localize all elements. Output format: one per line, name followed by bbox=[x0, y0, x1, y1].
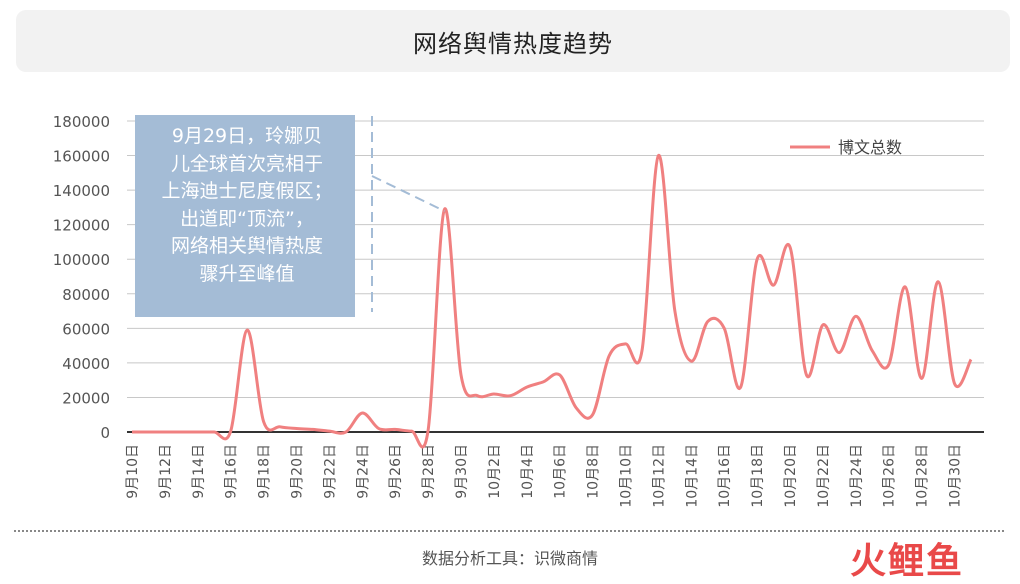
y-tick-label: 140000 bbox=[53, 182, 110, 200]
series-line bbox=[131, 154, 973, 449]
x-tick-label: 10月18日 bbox=[750, 444, 766, 508]
x-tick-label: 9月18日 bbox=[257, 444, 273, 499]
x-tick-label: 9月12日 bbox=[158, 444, 174, 499]
chart-title: 网络舆情热度趋势 bbox=[413, 29, 613, 58]
y-tick-label: 0 bbox=[100, 424, 110, 442]
x-tick-label: 10月16日 bbox=[717, 444, 733, 508]
x-tick-label: 9月28日 bbox=[421, 444, 437, 499]
x-tick-label: 10月28日 bbox=[915, 444, 931, 508]
x-tick-label: 10月8日 bbox=[586, 444, 602, 499]
legend-label: 博文总数 bbox=[838, 138, 902, 157]
title-bar: 网络舆情热度趋势 bbox=[16, 10, 1010, 72]
annotation-box: 9月29日，玲娜贝 儿全球首次亮相于 上海迪士尼度假区； 出道即“顶流”， 网络… bbox=[135, 115, 355, 317]
watermark-logo: 火鲤鱼 bbox=[850, 541, 965, 582]
annotation-line: 儿全球首次亮相于 bbox=[170, 152, 323, 175]
annotation-line: 9月29日，玲娜贝 bbox=[171, 125, 323, 147]
y-tick-label: 60000 bbox=[62, 320, 110, 338]
y-tick-label: 100000 bbox=[53, 251, 110, 269]
x-tick-label: 9月20日 bbox=[290, 444, 306, 499]
x-tick-label: 10月12日 bbox=[651, 444, 667, 508]
x-tick-label: 10月22日 bbox=[816, 444, 832, 508]
footer-divider bbox=[14, 530, 1004, 532]
x-tick-label: 10月26日 bbox=[882, 444, 898, 508]
y-tick-label: 80000 bbox=[62, 286, 110, 304]
y-tick-label: 120000 bbox=[53, 217, 110, 235]
line-chart: 0 20000 40000 60000 80000 100000 120000 140000 1… bbox=[53, 113, 984, 508]
x-tick-label: 10月30日 bbox=[948, 444, 964, 508]
x-tick-label: 10月24日 bbox=[849, 444, 865, 508]
y-tick-label: 40000 bbox=[62, 355, 110, 373]
x-tick-label: 9月26日 bbox=[388, 444, 404, 499]
annotation-line: 骤升至峰值 bbox=[199, 262, 295, 285]
y-tick-label: 20000 bbox=[62, 389, 110, 407]
x-tick-label: 10月10日 bbox=[619, 444, 635, 508]
x-tick-label: 9月16日 bbox=[224, 444, 240, 499]
x-tick-label: 9月30日 bbox=[454, 444, 470, 499]
x-tick-label: 10月4日 bbox=[520, 444, 536, 499]
x-tick-label: 9月10日 bbox=[125, 444, 141, 499]
annotation-line: 出道即“顶流”， bbox=[180, 207, 314, 230]
x-tick-label: 10月14日 bbox=[684, 444, 700, 508]
x-tick-label: 9月22日 bbox=[322, 444, 338, 499]
annotation-line: 上海迪士尼度假区； bbox=[161, 180, 333, 202]
footer-source: 数据分析工具：识微商情 bbox=[421, 549, 598, 568]
y-tick-label: 180000 bbox=[53, 113, 110, 131]
annotation-leader-diagonal bbox=[371, 175, 446, 213]
x-tick-label: 10月2日 bbox=[487, 444, 503, 499]
y-tick-label: 160000 bbox=[53, 148, 110, 166]
x-tick-label: 9月24日 bbox=[355, 444, 371, 499]
annotation-line: 网络相关舆情热度 bbox=[170, 235, 323, 257]
x-tick-label: 10月6日 bbox=[553, 444, 569, 499]
x-tick-label: 9月14日 bbox=[191, 444, 207, 499]
x-tick-label: 10月20日 bbox=[783, 444, 799, 508]
